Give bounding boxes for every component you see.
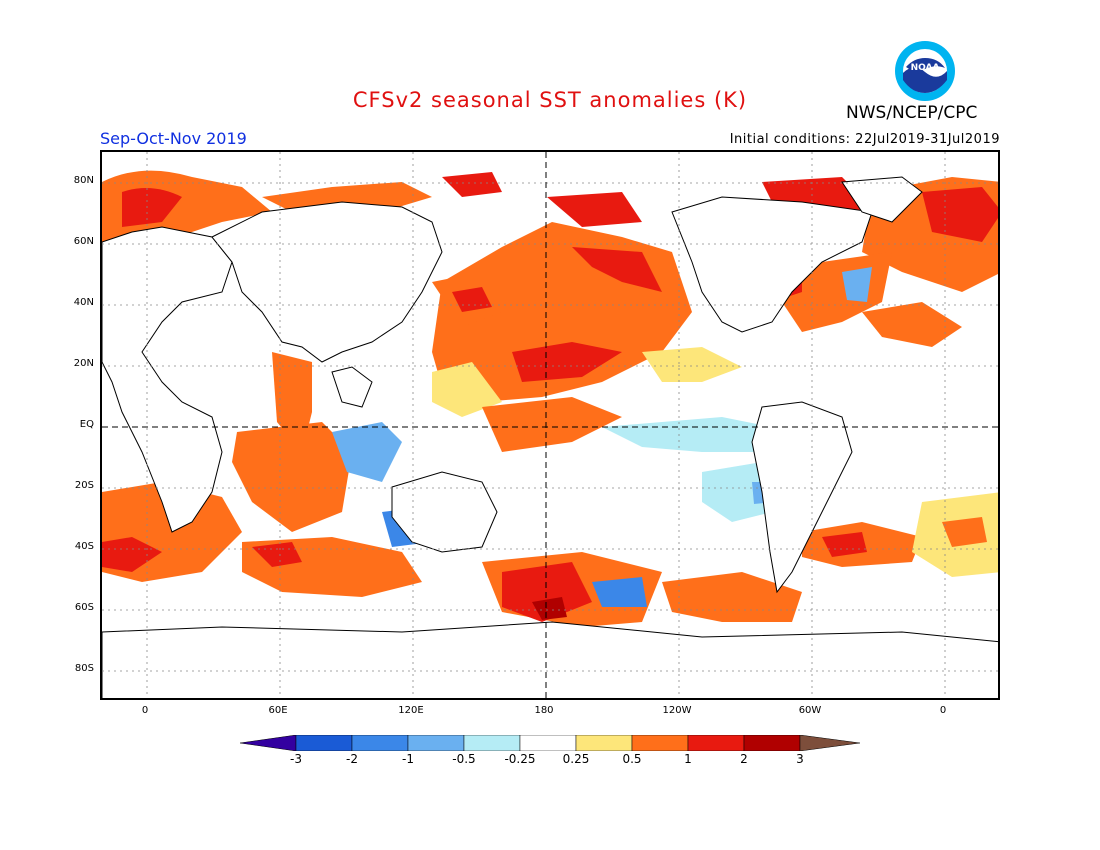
lon-label: 120E [398,705,424,716]
colorbar-swatch [519,735,577,751]
colorbar-swatch [295,735,353,751]
lat-label: EQ [79,419,94,430]
colorbar-label: 1 [684,752,692,766]
agency-label: NWS/NCEP/CPC [846,103,978,123]
sst-anomaly-map [100,150,1000,700]
lon-label: 180 [534,705,554,716]
colorbar-label: -0.5 [452,752,476,766]
colorbar-label: 0.5 [622,752,642,766]
forecast-period: Sep-Oct-Nov 2019 [100,129,247,148]
reference-lines [102,152,998,698]
lon-label: 60E [268,705,288,716]
colorbar-label: -2 [346,752,358,766]
lon-label: 120W [662,705,692,716]
colorbar-swatch [687,735,745,751]
colorbar-swatch [575,735,633,751]
lon-label: 0 [141,705,149,716]
lat-label: 80N [73,175,94,186]
colorbar-swatch [743,735,801,751]
colorbar-label: 0.25 [562,752,590,766]
colorbar-swatch [407,735,465,751]
logo-text: NOAA [911,63,940,73]
map-title: CFSv2 seasonal SST anomalies (K) [352,88,748,112]
colorbar-label: -3 [290,752,302,766]
colorbar-swatch [799,735,860,751]
initial-conditions: Initial conditions: 22Jul2019-31Jul2019 [729,132,1000,147]
lat-label: 80S [74,663,94,674]
lon-label: 60W [798,705,822,716]
colorbar-swatch [240,735,297,751]
coastlines [102,176,998,698]
lat-label: 40S [74,541,94,552]
colorbar-swatch [631,735,689,751]
noaa-logo: NOAA [895,41,955,101]
lat-label: 60S [74,602,94,613]
lon-label: 0 [939,705,947,716]
lat-label: 20N [73,358,94,369]
colorbar [240,735,860,751]
colorbar-label: -1 [402,752,414,766]
graticule [102,152,998,698]
colorbar-label: 2 [740,752,748,766]
lat-label: 20S [74,480,94,491]
lat-label: 40N [73,297,94,308]
colorbar-label: 3 [796,752,804,766]
lat-label: 60N [73,236,94,247]
colorbar-label: -0.25 [504,752,536,766]
colorbar-swatch [463,735,521,751]
colorbar-swatch [351,735,409,751]
